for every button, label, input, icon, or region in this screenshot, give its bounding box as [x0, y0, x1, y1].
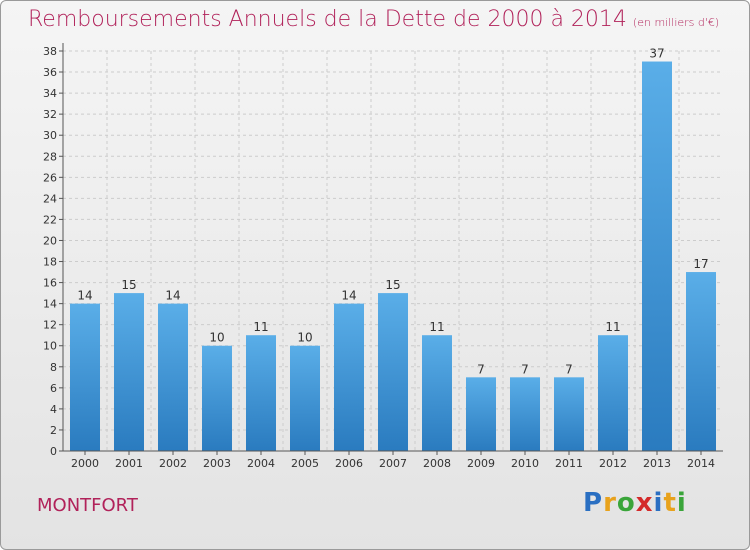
bar-value-label: 15 [385, 278, 400, 292]
bar-value-label: 10 [209, 331, 224, 345]
y-tick-label: 34 [43, 87, 57, 100]
x-tick-label: 2008 [423, 457, 451, 470]
bar-value-label: 11 [605, 320, 620, 334]
x-tick-label: 2003 [203, 457, 231, 470]
x-tick-label: 2014 [687, 457, 715, 470]
bar [202, 345, 232, 451]
y-tick-label: 8 [50, 361, 57, 374]
y-tick-label: 32 [43, 108, 57, 121]
x-tick-label: 2006 [335, 457, 363, 470]
y-tick-label: 30 [43, 129, 57, 142]
y-tick-label: 20 [43, 234, 57, 247]
bar [510, 377, 540, 451]
y-tick-label: 36 [43, 66, 57, 79]
y-tick-label: 6 [50, 382, 57, 395]
y-tick-label: 4 [50, 403, 57, 416]
bar-value-label: 15 [121, 278, 136, 292]
y-tick-label: 18 [43, 256, 57, 269]
bar [554, 377, 584, 451]
y-tick-label: 10 [43, 340, 57, 353]
bars: 14 15 14 10 11 10 14 15 11 7 7 7 11 37 17 [70, 47, 716, 452]
y-tick-label: 26 [43, 171, 57, 184]
x-tick-label: 2001 [115, 457, 143, 470]
bar-value-label: 11 [253, 320, 268, 334]
bar [70, 303, 100, 451]
bar-value-label: 17 [693, 257, 708, 271]
bar-value-label: 14 [341, 289, 356, 303]
x-tick-label: 2012 [599, 457, 627, 470]
x-tick-label: 2011 [555, 457, 583, 470]
bar-value-label: 7 [521, 362, 529, 376]
bar [334, 303, 364, 451]
y-tick-label: 12 [43, 319, 57, 332]
x-tick-label: 2007 [379, 457, 407, 470]
y-tick-label: 38 [43, 45, 57, 58]
bar-value-label: 37 [649, 47, 664, 61]
x-tick-label: 2013 [643, 457, 671, 470]
x-tick-label: 2005 [291, 457, 319, 470]
bar [158, 303, 188, 451]
y-tick-label: 28 [43, 150, 57, 163]
bar-value-label: 14 [165, 289, 180, 303]
y-tick-label: 24 [43, 192, 57, 205]
bar [598, 335, 628, 451]
bar [246, 335, 276, 451]
chart-title: Remboursements Annuels de la Dette de 20… [28, 7, 719, 32]
bar [290, 345, 320, 451]
chart-title-text: Remboursements Annuels de la Dette de 20… [28, 7, 627, 32]
y-tick-label: 14 [43, 298, 57, 311]
bar [378, 293, 408, 451]
y-tick-label: 22 [43, 213, 57, 226]
x-tick-label: 2010 [511, 457, 539, 470]
bar [642, 61, 672, 452]
chart-subtitle: (en milliers d'€) [632, 16, 720, 29]
bar-value-label: 14 [77, 289, 92, 303]
bar-value-label: 7 [565, 362, 573, 376]
bar [466, 377, 496, 451]
commune-name: MONTFORT [37, 495, 138, 516]
x-tick-label: 2009 [467, 457, 495, 470]
bar-value-label: 7 [477, 362, 485, 376]
bar [114, 293, 144, 451]
bar [686, 272, 716, 451]
bar [422, 335, 452, 451]
x-tick-label: 2002 [159, 457, 187, 470]
y-tick-label: 2 [50, 424, 57, 437]
bar-value-label: 10 [297, 331, 312, 345]
proxiti-logo: Proxiti [583, 488, 687, 518]
y-tick-label: 16 [43, 277, 57, 290]
x-tick-label: 2004 [247, 457, 275, 470]
y-tick-label: 0 [50, 445, 57, 458]
x-tick-label: 2000 [71, 457, 99, 470]
bar-value-label: 11 [429, 320, 444, 334]
